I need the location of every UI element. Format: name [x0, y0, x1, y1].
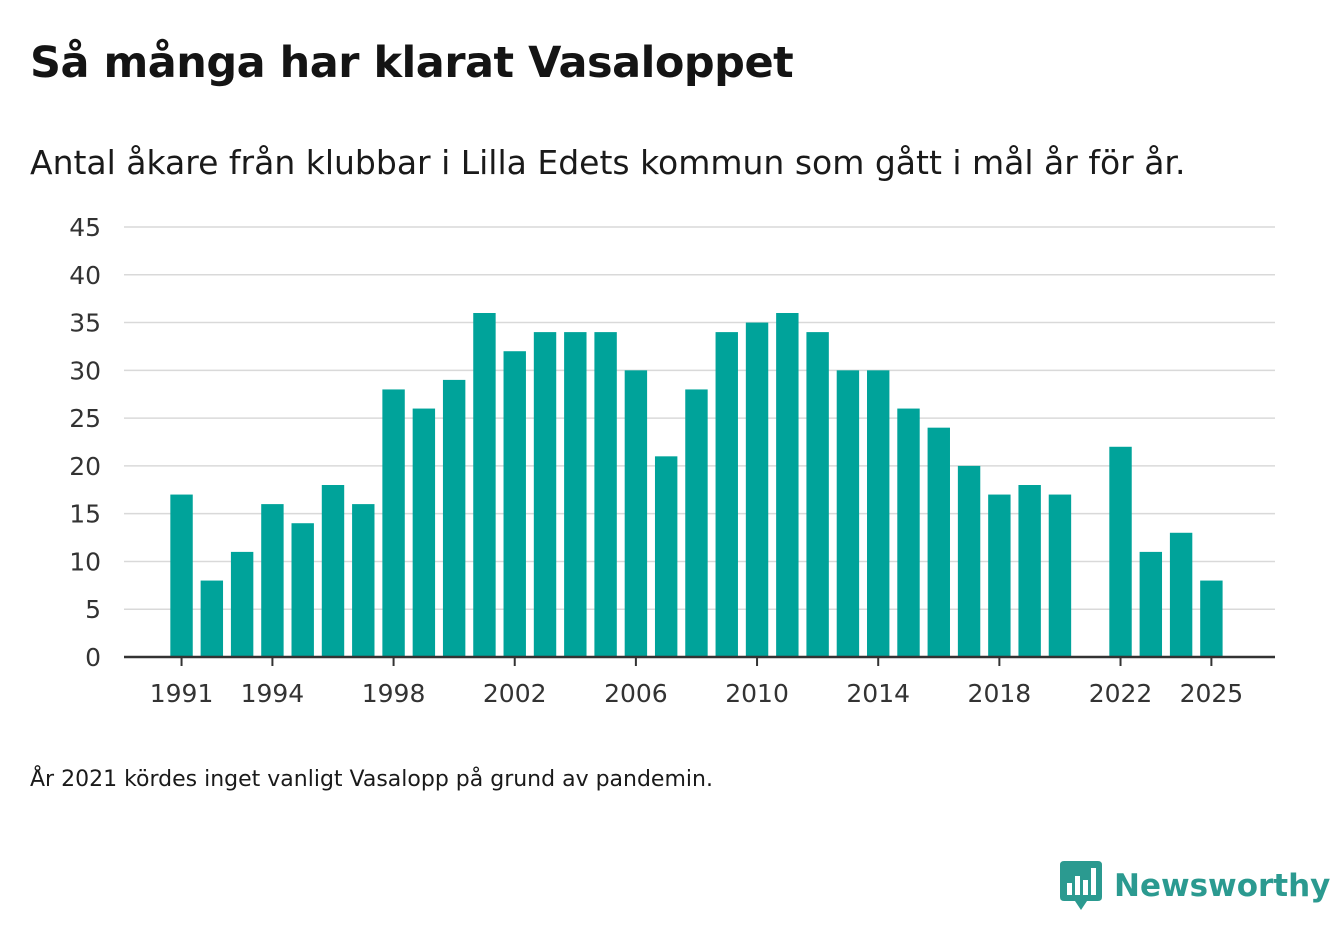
- bar-2014: [867, 370, 890, 657]
- bar-2010: [745, 322, 769, 657]
- bar-2017: [957, 465, 981, 657]
- x-tick-label: 2014: [846, 679, 910, 708]
- x-axis-labels: 1991 1994 1998 2002 2006 2010 2014 2018 2022 2025: [150, 679, 1243, 708]
- bar-2024: [1169, 532, 1193, 657]
- bar-2006: [624, 370, 648, 657]
- bar-2011: [776, 313, 799, 657]
- bar-chart-speech-bubble-icon: [1060, 861, 1102, 910]
- bar-1999: [412, 408, 436, 657]
- footnote: År 2021 kördes inget vanligt Vasalopp på…: [30, 767, 713, 792]
- bar-1996: [321, 485, 345, 657]
- bar-2002: [503, 351, 526, 657]
- y-tick-label: 10: [69, 547, 101, 576]
- bar-2019: [1018, 485, 1041, 657]
- x-tick-label: 2002: [483, 679, 547, 708]
- x-axis: [124, 655, 1275, 666]
- bar-2015: [897, 408, 920, 657]
- bar-1991: [170, 494, 193, 657]
- x-tick-label: 1998: [362, 679, 426, 708]
- y-tick-label: 45: [69, 213, 101, 242]
- bar-2003: [533, 332, 557, 657]
- bar-2000: [442, 379, 466, 657]
- bar-2001: [473, 313, 496, 657]
- x-tick-label: 1991: [150, 679, 214, 708]
- y-tick-label: 15: [69, 500, 101, 529]
- bars: [170, 313, 1223, 657]
- x-tick-label: 1994: [241, 679, 305, 708]
- bar-2008: [685, 389, 708, 657]
- bar-2023: [1139, 551, 1163, 657]
- bar-2007: [654, 456, 678, 657]
- brand-logo: Newsworthy: [1060, 860, 1330, 912]
- x-tick-label: 2010: [725, 679, 789, 708]
- bar-2009: [715, 332, 738, 657]
- y-tick-label: 40: [69, 261, 101, 290]
- bar-2004: [564, 332, 587, 657]
- x-tick-label: 2022: [1089, 679, 1153, 708]
- bar-1994: [261, 504, 284, 657]
- bar-2022: [1109, 446, 1132, 657]
- y-tick-label: 35: [69, 309, 101, 338]
- bar-1998: [382, 389, 405, 657]
- y-tick-label: 30: [69, 356, 101, 385]
- bar-1995: [291, 523, 314, 657]
- bar-1993: [230, 551, 254, 657]
- chart-subtitle: Antal åkare från klubbar i Lilla Edets k…: [30, 143, 1186, 182]
- chart-title: Så många har klarat Vasaloppet: [30, 38, 794, 88]
- y-tick-label: 20: [69, 452, 101, 481]
- bar-1992: [200, 580, 224, 657]
- bar-2025: [1200, 580, 1223, 657]
- bar-2013: [836, 370, 860, 657]
- bar-2018: [988, 494, 1011, 657]
- x-tick-label: 2006: [604, 679, 668, 708]
- y-axis-labels: 0 5 10 15 20 25 30 35 40 45: [69, 213, 101, 672]
- bar-2005: [594, 332, 617, 657]
- brand-name: Newsworthy: [1114, 868, 1331, 904]
- x-tick-label: 2018: [968, 679, 1032, 708]
- bar-1997: [352, 504, 375, 657]
- y-tick-label: 25: [69, 404, 101, 433]
- bar-2016: [927, 427, 950, 657]
- bar-2020: [1048, 494, 1072, 657]
- x-tick-label: 2025: [1180, 679, 1244, 708]
- y-tick-label: 0: [85, 643, 101, 672]
- y-tick-label: 5: [85, 595, 101, 624]
- bar-2012: [806, 332, 829, 657]
